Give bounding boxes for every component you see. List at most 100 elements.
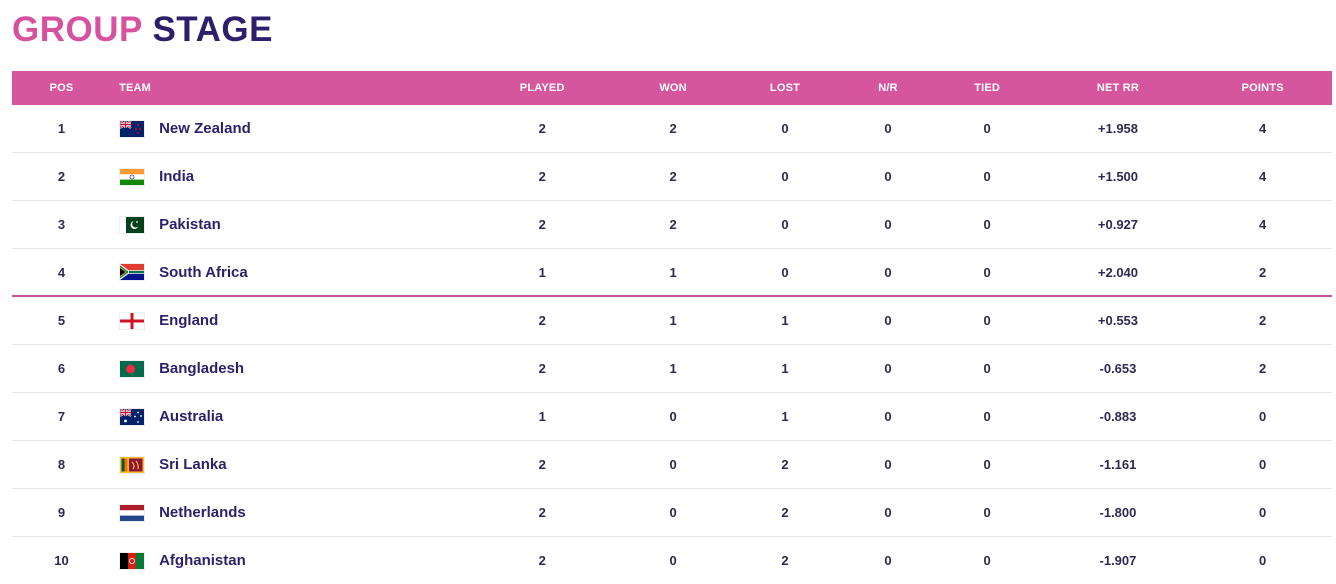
row-pos: 4	[57, 264, 66, 280]
row-lost: 1	[781, 313, 789, 328]
row-team[interactable]: Australia	[111, 407, 476, 426]
row-nrr: -1.800	[1099, 505, 1137, 520]
table-row: 1 New Zealand 2 2 0 0 0 +1.958 4	[12, 105, 1332, 153]
row-lost: 1	[781, 361, 789, 376]
india-flag-icon	[119, 167, 146, 186]
row-nr: 0	[884, 409, 892, 424]
row-points: 2	[1259, 361, 1267, 376]
south-africa-flag-icon	[119, 263, 146, 281]
row-team[interactable]: South Africa	[111, 263, 476, 281]
netherlands-flag-icon	[119, 503, 146, 522]
row-tied: 0	[983, 169, 991, 184]
row-lost: 0	[781, 264, 789, 280]
header-won[interactable]: WON	[659, 82, 687, 94]
header-team[interactable]: TEAM	[119, 82, 152, 94]
header-lost[interactable]: LOST	[769, 82, 801, 94]
table-row: 5 England 2 1 1 0 0 +0.553 2	[12, 297, 1332, 345]
sri-lanka-flag-icon	[119, 455, 146, 474]
england-flag-icon	[119, 311, 146, 330]
row-played: 2	[538, 361, 546, 376]
row-nrr: -1.161	[1099, 457, 1137, 472]
row-nrr: -1.907	[1099, 553, 1137, 568]
row-nrr: +0.927	[1097, 217, 1139, 232]
row-pos: 10	[54, 553, 69, 568]
row-team[interactable]: England	[111, 311, 476, 330]
table-row: 2 India 2 2 0 0 0 +1.500 4	[12, 153, 1332, 201]
row-lost: 1	[781, 409, 789, 424]
header-pos[interactable]: POS	[49, 82, 74, 94]
table-row: 9 Netherlands 2 0 2 0 0 -1.800 0	[12, 489, 1332, 537]
row-team[interactable]: India	[111, 167, 476, 186]
row-played: 1	[538, 409, 546, 424]
row-tied: 0	[983, 409, 991, 424]
row-tied: 0	[983, 361, 991, 376]
team-name: Sri Lanka	[159, 456, 227, 473]
row-nrr: +2.040	[1097, 264, 1139, 280]
team-name: England	[159, 312, 219, 329]
header-tied[interactable]: TIED	[974, 82, 1001, 94]
row-lost: 2	[781, 553, 789, 568]
row-pos: 2	[57, 169, 66, 184]
row-pos: 3	[57, 217, 66, 232]
row-nr: 0	[884, 217, 892, 232]
team-name: Australia	[159, 408, 224, 425]
page-title: GROUP STAGE	[12, 10, 273, 50]
standings-table: POS TEAM PLAYED WON LOST N/R TIED NET RR…	[12, 71, 1332, 584]
row-team[interactable]: Pakistan	[111, 215, 476, 234]
row-pos: 8	[57, 457, 66, 472]
row-pos: 5	[57, 313, 66, 328]
row-played: 2	[538, 313, 546, 328]
row-team[interactable]: Netherlands	[111, 503, 476, 522]
row-points: 0	[1259, 553, 1267, 568]
row-won: 0	[669, 505, 677, 520]
row-tied: 0	[983, 553, 991, 568]
row-tied: 0	[983, 313, 991, 328]
row-won: 2	[669, 169, 677, 184]
row-won: 0	[669, 553, 677, 568]
header-nrr[interactable]: NET RR	[1096, 82, 1140, 94]
row-nrr: +0.553	[1097, 313, 1139, 328]
row-nrr: +1.500	[1097, 169, 1139, 184]
row-points: 4	[1259, 169, 1267, 184]
team-name: India	[159, 168, 195, 185]
header-nr[interactable]: N/R	[878, 82, 898, 94]
row-tied: 0	[983, 217, 991, 232]
row-points: 0	[1259, 505, 1267, 520]
row-won: 0	[669, 457, 677, 472]
row-won: 1	[669, 264, 677, 280]
row-team[interactable]: Sri Lanka	[111, 455, 476, 474]
row-lost: 2	[781, 505, 789, 520]
row-played: 2	[538, 457, 546, 472]
row-lost: 0	[781, 217, 789, 232]
row-nr: 0	[884, 121, 892, 136]
row-won: 1	[669, 313, 677, 328]
row-team[interactable]: New Zealand	[111, 119, 476, 138]
table-row: 3 Pakistan 2 2 0 0 0 +0.927 4	[12, 201, 1332, 249]
team-name: South Africa	[159, 263, 248, 281]
row-tied: 0	[983, 121, 991, 136]
row-played: 2	[538, 505, 546, 520]
row-nr: 0	[884, 457, 892, 472]
row-won: 2	[669, 121, 677, 136]
new-zealand-flag-icon	[119, 119, 146, 138]
row-team[interactable]: Bangladesh	[111, 359, 476, 378]
header-played[interactable]: PLAYED	[519, 82, 565, 94]
row-points: 0	[1259, 457, 1267, 472]
row-points: 2	[1259, 313, 1267, 328]
row-played: 2	[538, 217, 546, 232]
row-nr: 0	[884, 313, 892, 328]
row-pos: 9	[57, 505, 66, 520]
row-points: 2	[1259, 264, 1267, 280]
row-pos: 7	[57, 409, 66, 424]
row-nr: 0	[884, 553, 892, 568]
row-lost: 2	[781, 457, 789, 472]
row-played: 2	[538, 121, 546, 136]
page-title-part2: STAGE	[152, 10, 273, 49]
row-played: 1	[538, 264, 546, 280]
header-points[interactable]: POINTS	[1241, 82, 1284, 94]
row-tied: 0	[983, 457, 991, 472]
row-team[interactable]: Afghanistan	[111, 551, 476, 570]
afghanistan-flag-icon	[119, 551, 146, 570]
row-points: 4	[1259, 121, 1267, 136]
table-row: 8 Sri Lanka 2 0 2 0 0 -1.161 0	[12, 441, 1332, 489]
